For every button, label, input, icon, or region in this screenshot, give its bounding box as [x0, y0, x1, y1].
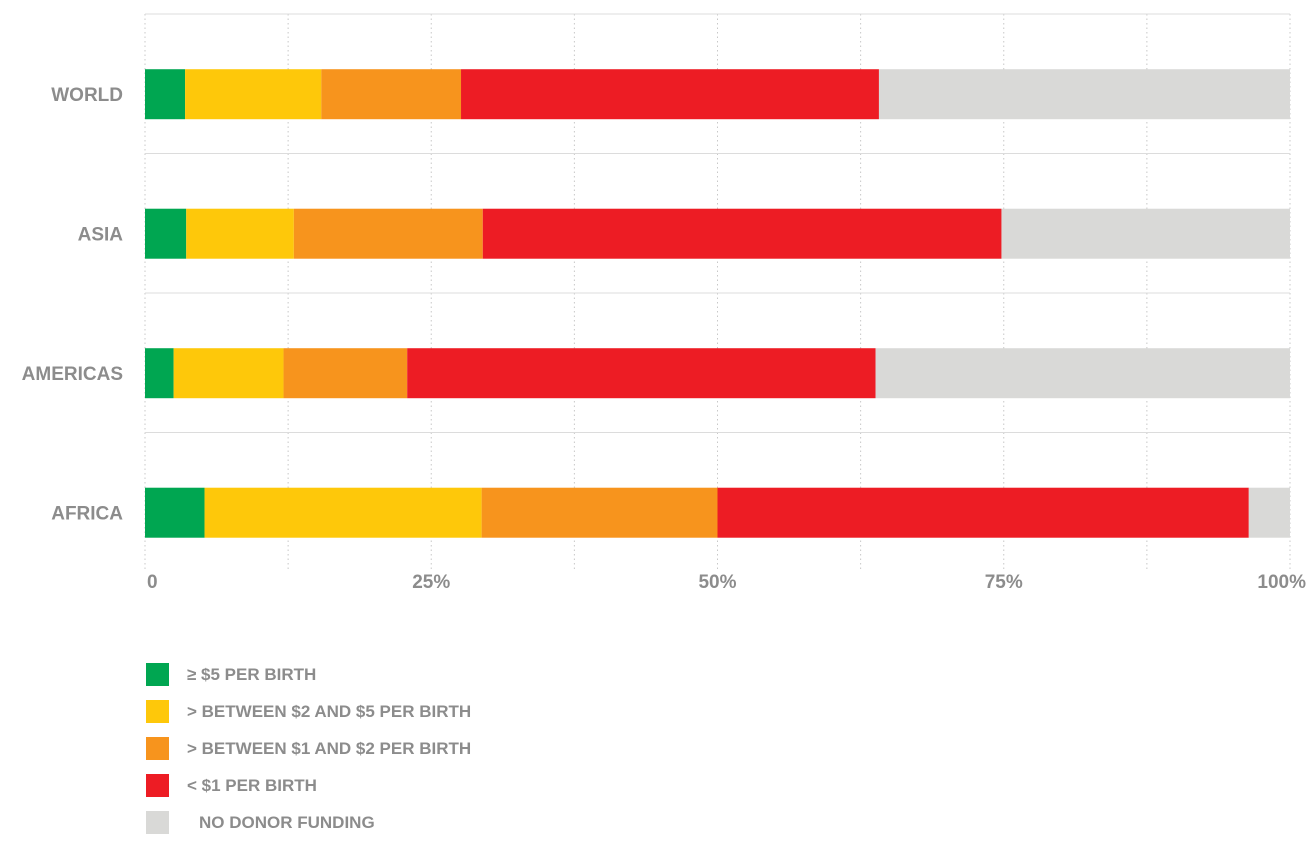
- x-tick-label: 50%: [698, 572, 736, 593]
- bar-segment-americas-0: [145, 348, 174, 399]
- bar-segment-asia-1: [186, 208, 294, 259]
- category-label: WORLD: [51, 85, 123, 106]
- bar-segment-americas-1: [173, 348, 284, 399]
- legend-swatch: [146, 737, 169, 760]
- legend-item: > BETWEEN $2 AND $5 PER BIRTH: [146, 693, 471, 730]
- bar-segment-world-4: [878, 69, 1290, 120]
- bar-segment-world-3: [461, 69, 879, 120]
- bar-segment-africa-0: [145, 487, 205, 538]
- legend-item: < $1 PER BIRTH: [146, 767, 471, 804]
- bar-segment-africa-1: [204, 487, 482, 538]
- x-tick-label: 0: [147, 572, 158, 593]
- x-tick-label: 25%: [412, 572, 450, 593]
- bar-segment-asia-3: [482, 208, 1002, 259]
- grid-layer: [144, 13, 1291, 572]
- legend-item: NO DONOR FUNDING: [146, 804, 471, 841]
- legend-label: > BETWEEN $2 AND $5 PER BIRTH: [187, 701, 472, 721]
- legend-item: > BETWEEN $1 AND $2 PER BIRTH: [146, 730, 471, 767]
- legend-swatch: [146, 700, 169, 723]
- legend-label: NO DONOR FUNDING: [199, 812, 375, 832]
- bar-segment-americas-4: [875, 348, 1290, 399]
- bar-layer: [145, 69, 1290, 538]
- bar-segment-world-1: [185, 69, 322, 120]
- legend: ≥ $5 PER BIRTH > BETWEEN $2 AND $5 PER BI…: [146, 656, 471, 841]
- bar-segment-asia-2: [293, 208, 483, 259]
- bar-segment-world-0: [145, 69, 186, 120]
- category-label: ASIA: [78, 225, 124, 246]
- bar-segment-asia-4: [1001, 208, 1290, 259]
- bar-segment-americas-3: [407, 348, 876, 399]
- legend-label: > BETWEEN $1 AND $2 PER BIRTH: [187, 738, 472, 758]
- legend-swatch: [146, 774, 169, 797]
- legend-item: ≥ $5 PER BIRTH: [146, 656, 471, 693]
- category-label: AMERICAS: [22, 364, 123, 385]
- bar-segment-world-2: [321, 69, 462, 120]
- legend-swatch: [146, 811, 169, 834]
- label-layer: WORLD ASIA AMERICAS AFRICA 0 25% 50% 75% 100%: [22, 85, 1306, 593]
- x-tick-label: 100%: [1257, 572, 1306, 593]
- category-label: AFRICA: [51, 504, 123, 525]
- legend-swatch: [146, 663, 169, 686]
- bar-segment-africa-3: [717, 487, 1249, 538]
- legend-label: ≥ $5 PER BIRTH: [187, 664, 317, 684]
- bar-segment-africa-2: [481, 487, 718, 538]
- bar-segment-africa-4: [1248, 487, 1290, 538]
- bar-segment-asia-0: [145, 208, 187, 259]
- x-tick-label: 75%: [985, 572, 1023, 593]
- legend-label: < $1 PER BIRTH: [187, 775, 317, 795]
- bar-segment-americas-2: [283, 348, 408, 399]
